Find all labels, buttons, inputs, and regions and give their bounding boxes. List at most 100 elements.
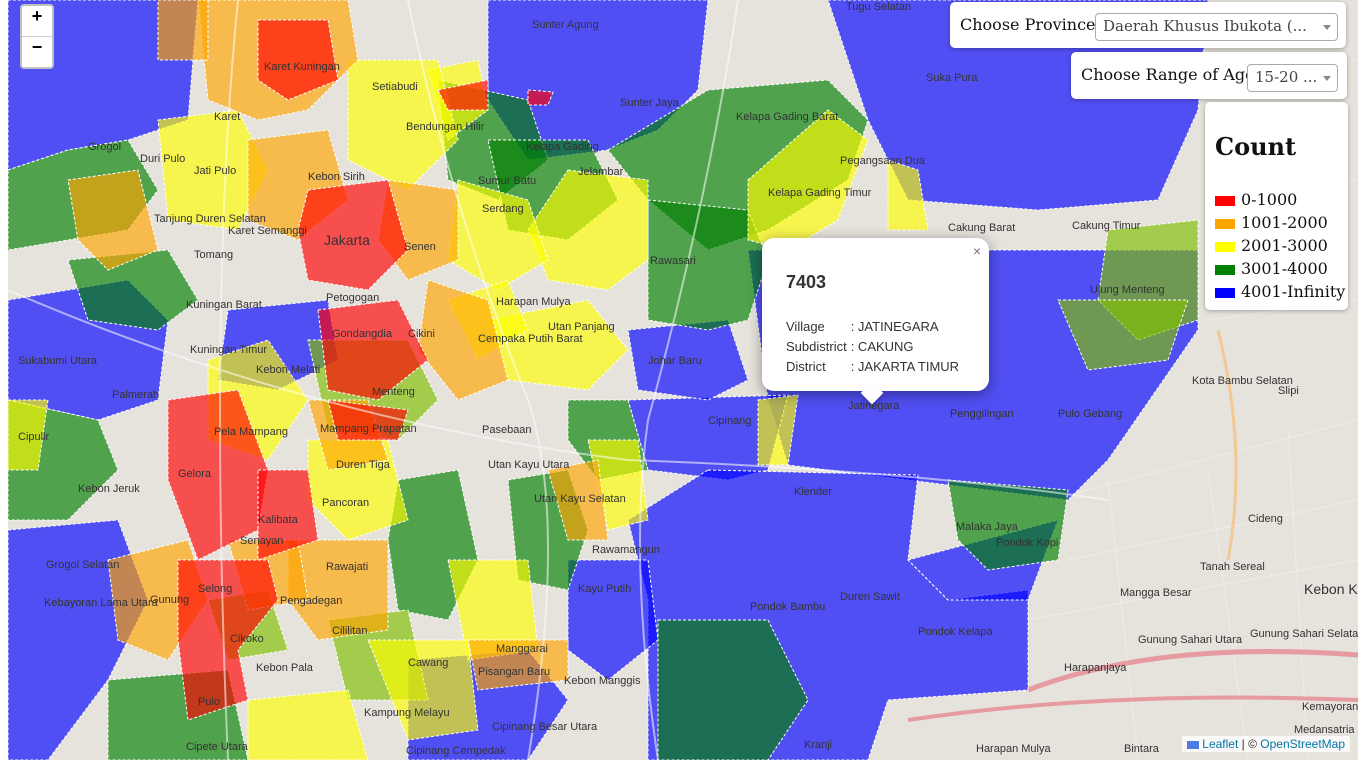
legend-item: 3001-4000 [1215,259,1328,278]
map-place-label: Slipi [1278,385,1299,397]
legend-label: 3001-4000 [1241,259,1328,278]
legend-label: 0-1000 [1241,190,1298,209]
leaflet-link[interactable]: Leaflet [1202,737,1239,751]
map-place-label: Senen [404,241,436,253]
legend-swatch [1215,218,1235,229]
map-place-label: Cipete Utara [186,741,249,753]
legend-label: 4001-Infinity [1241,282,1346,301]
map-attribution: Leaflet | © OpenStreetMap [1182,736,1350,752]
zoom-out-button[interactable]: − [31,37,43,57]
choropleth-map[interactable]: Sunter Agung Sunter Jaya Tugu Selatan Su… [8,0,1358,760]
legend-title: Count [1215,132,1297,161]
map-place-label: Bendungan Hilir [406,121,485,133]
map-place-label: Jelambar [578,166,624,178]
map-place-label: Duren Tiga [336,459,391,471]
legend-swatch [1215,241,1235,252]
attribution-separator: | © [1238,737,1261,751]
map-place-label: Grogol Selatan [46,559,119,571]
map-place-label: Setiabudi [372,81,418,93]
map-place-label: Cililitan [332,625,367,637]
map-place-label: Harapanjaya [1064,662,1127,674]
map-place-label: Pondok Bambu [750,601,825,613]
map-place-label: Penggilingan [950,408,1014,420]
map-place-label: Pisangan Baru [478,666,550,678]
map-place-label: Pulo Gebang [1058,408,1122,420]
map-place-label: Klender [794,486,832,498]
map-place-label: Kelapa Gading Timur [768,187,872,199]
popup-count: 7403 [786,272,827,292]
map-place-label: Pulo [198,696,220,708]
info-popup: × 7403 Village : JATINEGARA Subdistrict … [762,238,989,405]
map-place-label: Pela Mampang [214,426,288,438]
map-place-label: Selong [198,583,232,595]
map-place-label: Kebon Pala [256,662,314,674]
map-place-label: Cipinang Besar Utara [492,721,598,733]
map-place-label: Kelapa Gading [526,141,599,153]
map-place-label: Karet [214,111,240,123]
flag-icon [1187,740,1200,749]
legend-swatch [1215,195,1235,206]
legend-swatch [1215,287,1235,298]
map-place-label: Kranji [804,739,832,751]
zoom-control: + − [20,4,54,69]
map-place-label: Pondok Kopi [996,537,1058,549]
map-place-label: Kuningan Timur [190,344,267,356]
legend-item: 4001-Infinity [1215,282,1345,301]
popup-details: Village : JATINEGARA Subdistrict : CAKUN… [784,316,961,376]
map-place-label: Tanjung Duren Selatan [154,213,266,225]
map-place-label: Karet Semanggi [228,225,307,237]
osm-link[interactable]: OpenStreetMap [1260,737,1345,751]
map-place-label: Harapan Mulya [496,296,571,308]
popup-row-district: District : JAKARTA TIMUR [784,356,961,376]
province-label: Choose Province: [960,15,1101,34]
map-place-label: Kelapa Gading Barat [736,111,838,123]
map-place-label: Harapan Mulya [976,743,1051,755]
map-place-label: Cakung Timur [1072,220,1141,232]
map-place-label: Menteng [372,386,415,398]
chevron-down-icon [1323,25,1331,30]
map-place-label: Rawamangun [592,544,660,556]
map-tile-layer [8,0,1358,760]
map-place-label: Kayu Putih [578,583,631,595]
legend-label: 1001-2000 [1241,213,1328,232]
map-place-label: Kuningan Barat [186,299,262,311]
map-place-label: Medansatria [1294,724,1355,736]
map-place-label: Jatinegara [848,400,900,412]
map-place-label: Tanah Sereal [1200,561,1265,573]
zoom-in-button[interactable]: + [22,6,52,37]
legend: Count 0-1000 1001-2000 2001-3000 3001-40… [1205,102,1348,310]
map-place-label: Sunter Agung [532,19,599,31]
legend-item: 0-1000 [1215,190,1297,209]
map-place-label: Tomang [194,249,233,261]
map-place-label: Mangga Besar [1120,587,1192,599]
map-place-label: Kemayoran [1302,701,1358,713]
map-place-label: Cawang [408,657,448,669]
map-place-label: Duri Pulo [140,153,185,165]
map-place-label: Utan Panjang [548,321,615,333]
map-place-label: Pancoran [322,497,369,509]
map-place-label: Cikini [408,328,435,340]
map-place-label: Tugu Selatan [846,1,911,13]
map-place-label: Jakarta [324,232,370,248]
popup-key: Subdistrict [786,338,847,354]
age-select[interactable]: 15-20 ... [1247,64,1338,92]
map-place-label: Gondangdia [332,328,393,340]
map-place-label: Kebon Sirih [308,171,365,183]
map-place-label: Mampang Prapatan [320,423,417,435]
map-place-label: Duren Sawit [840,591,900,603]
map-place-label: Pengadegan [280,595,342,607]
map-place-label: Sumur Batu [478,175,536,187]
map-place-label: Kebon Jeruk [78,483,140,495]
map-place-label: Utan Kayu Selatan [534,493,626,505]
map-place-label: Sunter Jaya [620,97,680,109]
map-place-label: Gunung Sahari Selatan [1250,628,1358,640]
province-select[interactable]: Daerah Khusus Ibukota (... [1095,13,1338,41]
legend-item: 1001-2000 [1215,213,1328,232]
map-place-label: Kebon Kelapa [1304,581,1358,597]
popup-close-button[interactable]: × [972,243,981,259]
age-label: Choose Range of Age: [1081,65,1260,84]
popup-value: : JATINEGARA [850,318,939,334]
map-place-label: Manggarai [496,643,548,655]
age-selected-value: 15-20 ... [1255,68,1318,86]
popup-value: : CAKUNG [850,338,914,354]
